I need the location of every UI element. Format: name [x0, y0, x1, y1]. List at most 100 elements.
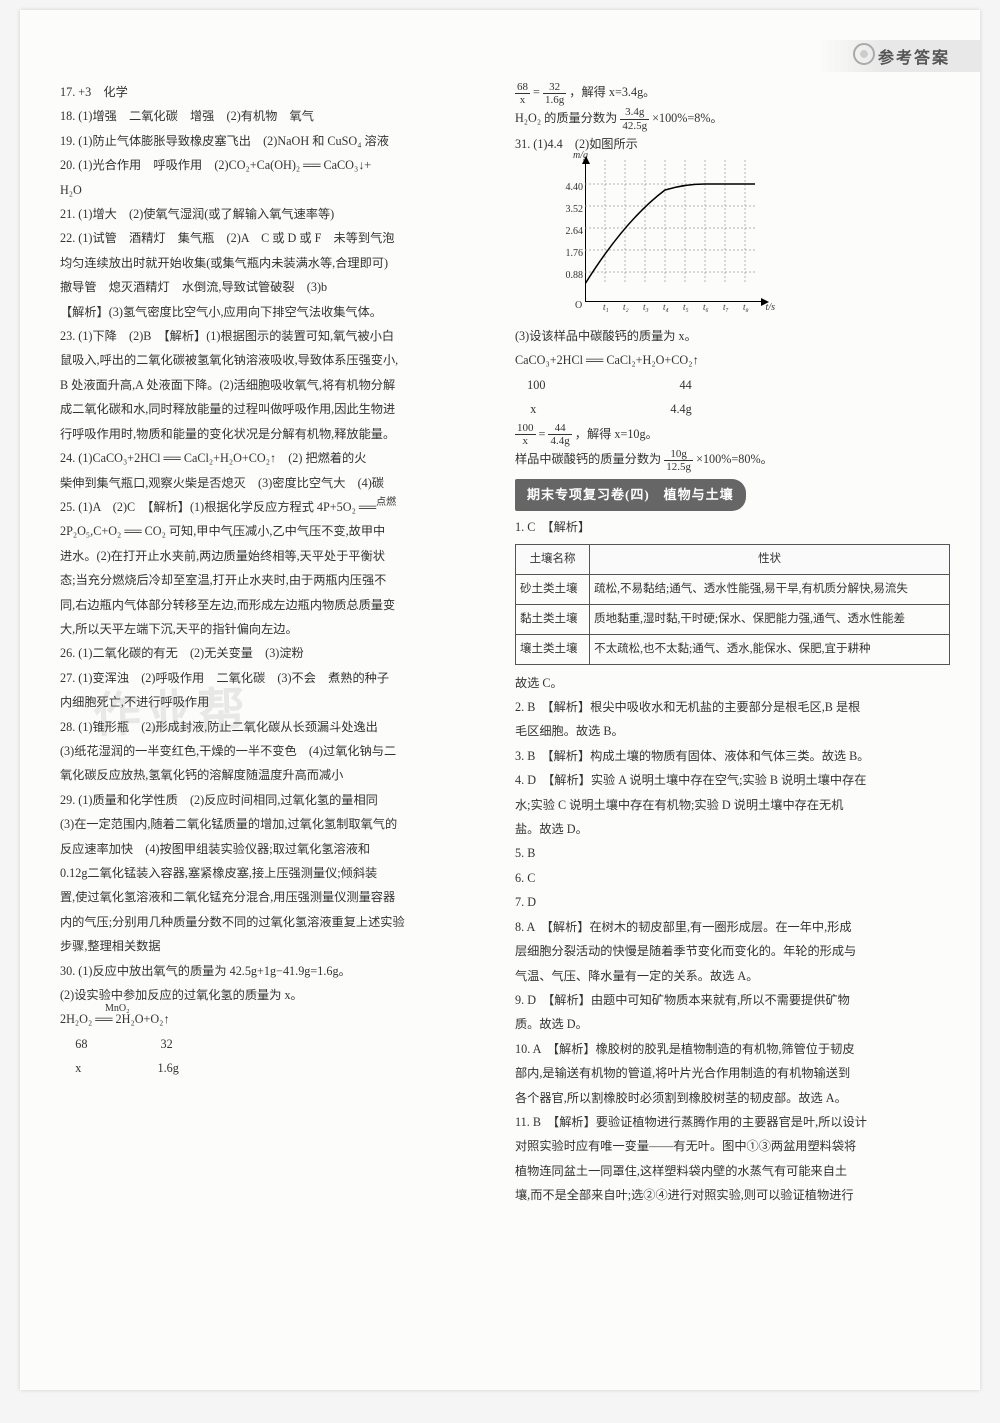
q20b: H₂O: [60, 183, 82, 197]
table-row: 黏土类土壤 质地黏重,湿时黏,干时硬;保水、保肥能力强,通气、透水性能差: [516, 604, 950, 634]
q27b: 内细胞死亡,不进行呼吸作用: [60, 695, 209, 709]
q23e: 行呼吸作用时,物质和能量的变化状况是分解有机物,释放能量。: [60, 427, 395, 441]
s6: 6. C: [515, 871, 535, 885]
q30b: (2)设实验中参加反应的过氧化氢的质量为 x。: [60, 988, 303, 1002]
ytick-1: 1.76: [555, 244, 583, 264]
r1a: ，解得 x=3.4g。: [569, 85, 655, 99]
r7a: ，解得 x=10g。: [575, 427, 658, 441]
th-prop: 性状: [590, 544, 950, 574]
s8c: 气温、气压、降水量有一定的关系。故选 A。: [515, 969, 758, 983]
q25d: 态;当充分燃烧后冷却至室温,打开止水夹时,由于两瓶内压强不: [60, 573, 386, 587]
q28c: 氧化碳反应放热,氢氧化钙的溶解度随温度升高而减小: [60, 768, 343, 782]
q24: 24. (1)CaCO₃+2HCl ══ CaCl₂+H₂O+CO₂↑ (2) …: [60, 451, 366, 465]
r2: H₂O₂ 的质量分数为: [515, 111, 617, 125]
s10b: 部内,是输送有机物的管道,将叶片光合作用制造的有机物输送到: [515, 1066, 850, 1080]
table-row: 壤土类土壤 不太疏松,也不太黏;通气、透水,能保水、保肥,宜于耕种: [516, 634, 950, 664]
q29e: 置,使过氧化氢溶液和二氧化锰充分混合,用压强测量仪测量容器: [60, 890, 395, 904]
q17: 17. +3 化学: [60, 85, 128, 99]
q22c: 撤导管 熄灭酒精灯 水倒流,导致试管破裂 (3)b: [60, 280, 327, 294]
s4c: 盐。故选 D。: [515, 822, 588, 836]
frac-100-x: 100 x: [515, 422, 536, 447]
mno2-label: MnO₂: [105, 999, 130, 1019]
soil-table: 土壤名称 性状 砂土类土壤 疏松,不易黏结;通气、透水性能强,易干旱,有机质分解…: [515, 544, 950, 665]
s4: 4. D 【解析】实验 A 说明土壤中存在空气;实验 B 说明土壤中存在: [515, 773, 866, 787]
q20: 20. (1)光合作用 呼吸作用 (2)CO₂+Ca(OH)₂ ══ CaCO₃…: [60, 158, 371, 172]
frac-32-16: 32 1.6g: [543, 81, 566, 106]
r5: 100 44: [515, 378, 692, 392]
s4b: 水;实验 C 说明土壤中存在有机物;实验 D 说明土壤中存在无机: [515, 798, 843, 812]
s11: 11. B 【解析】要验证植物进行蒸腾作用的主要器官是叶,所以设计: [515, 1115, 867, 1129]
s3: 3. B 【解析】构成土壤的物质有固体、液体和气体三类。故选 B。: [515, 749, 869, 763]
q23c: B 处液面升高,A 处液面下降。(2)活细胞吸收氧气,将有机物分解: [60, 378, 395, 392]
q28b: (3)纸花湿润的一半变红色,干燥的一半不变色 (4)过氧化钠与二: [60, 744, 396, 758]
s11c: 植物连同盆土一同罩住,这样塑料袋内壁的水蒸气有可能来自土: [515, 1164, 847, 1178]
frac-68-x: 68 x: [515, 81, 530, 106]
r8b: ×100%=80%。: [696, 452, 773, 466]
s2b: 毛区细胞。故选 B。: [515, 724, 624, 738]
q25c: 进水。(2)在打开止水夹前,两边质量始终相等,天平处于平衡状: [60, 549, 385, 563]
mass-time-chart: m/g 4.40 3.52 2.64 1.76 0.88 O t/s t₁ t₂…: [555, 160, 775, 320]
s10: 10. A 【解析】橡胶树的胶乳是植物制造的有机物,筛管位于韧皮: [515, 1042, 855, 1056]
q25: 25. (1)A (2)C 【解析】(1)根据化学反应方程式 4P+5O₂ ══: [60, 500, 376, 514]
chart-svg: [585, 160, 765, 302]
q23b: 鼠吸入,呼出的二氧化碳被氢氧化钠溶液吸收,导致体系压强变小,: [60, 353, 398, 367]
ytick-3: 3.52: [555, 200, 583, 220]
q19: 19. (1)防止气体膨胀导致橡皮塞飞出 (2)NaOH 和 CuSO₄ 溶液: [60, 134, 389, 148]
s11b: 对照实验时应有唯一变量——有无叶。图中①③两盆用塑料袋将: [515, 1139, 856, 1153]
frac-44-44g: 44 4.4g: [548, 422, 571, 447]
chart-origin: O: [575, 296, 582, 316]
ytick-2: 2.64: [555, 222, 583, 242]
left-column: 17. +3 化学 18. (1)增强 二氧化碳 增强 (2)有机物 氧气 19…: [60, 80, 495, 1208]
right-column: 68 x = 32 1.6g ，解得 x=3.4g。 H₂O₂ 的质量分数为 3…: [515, 80, 950, 1208]
q29c: 反应速率加快 (4)按图甲组装实验仪器;取过氧化氢溶液和: [60, 842, 370, 856]
r4: CaCO₃+2HCl ══ CaCl₂+H₂O+CO₂↑: [515, 353, 699, 367]
q29d: 0.12g二氧化锰装入容器,塞紧橡皮塞,接上压强测量仪;倾斜装: [60, 866, 377, 880]
q23: 23. (1)下降 (2)B 【解析】(1)根据图示的装置可知,氧气被小白: [60, 329, 394, 343]
r8: 样品中碳酸钙的质量分数为: [515, 452, 661, 466]
frac-10-125: 10g 12.5g: [664, 448, 693, 473]
q25f: 大,所以天平左端下沉,天平的指针偏向左边。: [60, 622, 298, 636]
s9b: 质。故选 D。: [515, 1017, 588, 1031]
q22: 22. (1)试管 酒精灯 集气瓶 (2)A C 或 D 或 F 未等到气泡: [60, 231, 394, 245]
th-name: 土壤名称: [516, 544, 590, 574]
q26: 26. (1)二氧化碳的有无 (2)无关变量 (3)淀粉: [60, 646, 304, 660]
q29f: 内的气压;分别用几种质量分数不同的过氧化氢溶液重复上述实验: [60, 915, 405, 929]
q18: 18. (1)增强 二氧化碳 增强 (2)有机物 氧气: [60, 109, 314, 123]
r3: (3)设该样品中碳酸钙的质量为 x。: [515, 329, 697, 343]
chart-x-label: t/s: [766, 298, 775, 318]
table-row: 砂土类土壤 疏松,不易黏结;通气、透水性能强,易干旱,有机质分解快,易流失: [516, 574, 950, 604]
s8: 8. A 【解析】在树木的韧皮部里,有一圈形成层。在一年中,形成: [515, 920, 852, 934]
r6: x 4.4g: [515, 402, 692, 416]
ytick-4: 4.40: [555, 178, 583, 198]
q22d: 【解析】(3)氢气密度比空气小,应用向下排空气法收集气体。: [60, 305, 382, 319]
ytick-0: 0.88: [555, 266, 583, 286]
s5: 5. B: [515, 846, 535, 860]
section-title: 期末专项复习卷(四) 植物与土壤: [515, 479, 746, 511]
q24b: 柴伸到集气瓶口,观察火柴是否熄灭 (3)密度比空气大 (4)碳: [60, 476, 384, 490]
q25b: 2P₂O₅,C+O₂ ══ CO₂ 可知,甲中气压减小,乙中气压不变,故甲中: [60, 524, 385, 538]
frac-34-425: 3.4g 42.5g: [620, 106, 649, 131]
q25e: 同,右边瓶内气体部分转移至左边,而形成左边瓶内物质总质量变: [60, 598, 395, 612]
q29g: 步骤,整理相关数据: [60, 939, 161, 953]
s1: 1. C 【解析】: [515, 520, 590, 534]
q22b: 均匀连续放出时就开始收集(或集气瓶内未装满水等,合理即可): [60, 256, 388, 270]
s9: 9. D 【解析】由题中可知矿物质本来就有,所以不需要提供矿物: [515, 993, 850, 1007]
table-header-row: 土壤名称 性状: [516, 544, 950, 574]
q30d: 68 32: [60, 1037, 173, 1051]
q30: 30. (1)反应中放出氧气的质量为 42.5g+1g−41.9g=1.6g。: [60, 964, 351, 978]
s7: 7. D: [515, 895, 536, 909]
s11d: 壤,而不是全部来自叶;选②④进行对照实验,则可以验证植物进行: [515, 1188, 854, 1202]
header-title: 参考答案: [878, 50, 950, 67]
q27: 27. (1)变浑浊 (2)呼吸作用 二氧化碳 (3)不会 煮熟的种子: [60, 671, 389, 685]
s8b: 层细胞分裂活动的快慢是随着季节变化而变化的。年轮的形成与: [515, 944, 856, 958]
r2b: ×100%=8%。: [652, 111, 723, 125]
s1b: 故选 C。: [515, 676, 563, 690]
q28: 28. (1)锥形瓶 (2)形成封液,防止二氧化碳从长颈漏斗处逸出: [60, 720, 378, 734]
s10c: 各个器官,所以割橡胶时必须割到橡胶树茎的韧皮部。故选 A。: [515, 1091, 847, 1105]
q29: 29. (1)质量和化学性质 (2)反应时间相同,过氧化氢的量相同: [60, 793, 378, 807]
s2: 2. B 【解析】根尖中吸收水和无机盐的主要部分是根毛区,B 是根: [515, 700, 860, 714]
q21: 21. (1)增大 (2)使氧气湿润(或了解输入氧气速率等): [60, 207, 334, 221]
q29b: (3)在一定范围内,随着二氧化锰质量的增加,过氧化氢制取氧气的: [60, 817, 397, 831]
header-ribbon: 参考答案: [818, 40, 980, 72]
q23d: 成二氧化碳和水,同时释放能量的过程叫做呼吸作用,因此生物进: [60, 402, 395, 416]
